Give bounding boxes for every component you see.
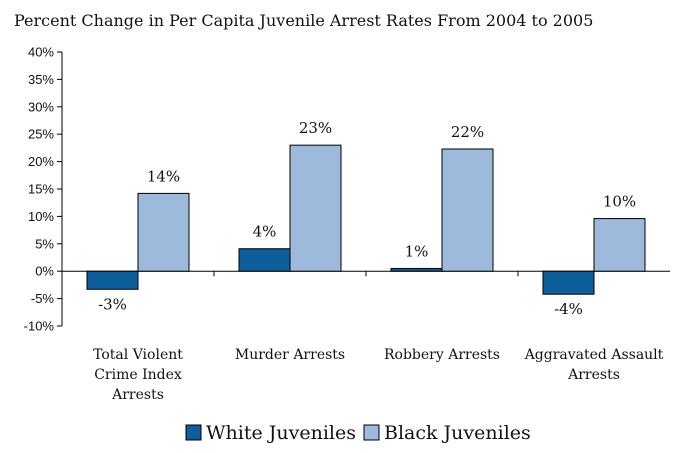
- data-label: 10%: [603, 193, 636, 211]
- chart-title: Percent Change in Per Capita Juvenile Ar…: [14, 11, 593, 30]
- data-label: 23%: [299, 119, 332, 137]
- y-tick-label: -10%: [24, 319, 55, 334]
- y-tick-label: 30%: [28, 99, 54, 114]
- y-tick-label: 0%: [35, 264, 54, 279]
- bar-white-juveniles: [238, 248, 291, 272]
- y-tick-label: 15%: [28, 182, 54, 197]
- x-tick-label: Crime Index: [94, 367, 182, 383]
- bar-white-juveniles: [390, 267, 443, 272]
- bar-white-juveniles: [542, 270, 595, 295]
- y-tick-label: 40%: [28, 45, 54, 60]
- x-tick-label: Robbery Arrests: [384, 347, 500, 363]
- legend-swatch-white-juveniles: [185, 424, 202, 441]
- bar-white-juveniles: [86, 270, 139, 290]
- x-tick-label: Total Violent: [93, 347, 183, 363]
- bar-black-juveniles: [593, 218, 646, 272]
- x-tick-label: Arrests: [111, 387, 164, 403]
- data-label: 1%: [405, 242, 429, 260]
- data-label: -4%: [554, 300, 583, 318]
- y-tick-label: -5%: [31, 291, 55, 306]
- bar-black-juveniles: [137, 192, 190, 272]
- data-label: 22%: [451, 123, 484, 141]
- x-tick-label: Arrests: [567, 367, 620, 383]
- data-label: 14%: [147, 167, 180, 185]
- bar-black-juveniles: [441, 148, 494, 272]
- bar-black-juveniles: [289, 144, 342, 272]
- y-tick-label: 10%: [28, 209, 54, 224]
- legend-swatch-black-juveniles: [363, 424, 380, 441]
- legend-label-white-juveniles: White Juveniles: [206, 422, 356, 444]
- legend-label-black-juveniles: Black Juveniles: [384, 422, 531, 444]
- y-tick-label: 5%: [35, 236, 54, 251]
- plot-area: -10% -5% 0% 5% 10% 15% 20% 25% 30% 35% 40% -3% 14% To…: [24, 45, 670, 403]
- x-tick-label: Aggravated Assault: [524, 347, 664, 363]
- legend: White Juveniles Black Juveniles: [185, 422, 531, 444]
- y-tick-label: 20%: [28, 154, 54, 169]
- data-label: -3%: [98, 295, 127, 313]
- x-tick-label: Murder Arrests: [235, 347, 345, 363]
- y-tick-label: 25%: [28, 127, 54, 142]
- y-tick-label: 35%: [28, 72, 54, 87]
- data-label: 4%: [253, 223, 277, 241]
